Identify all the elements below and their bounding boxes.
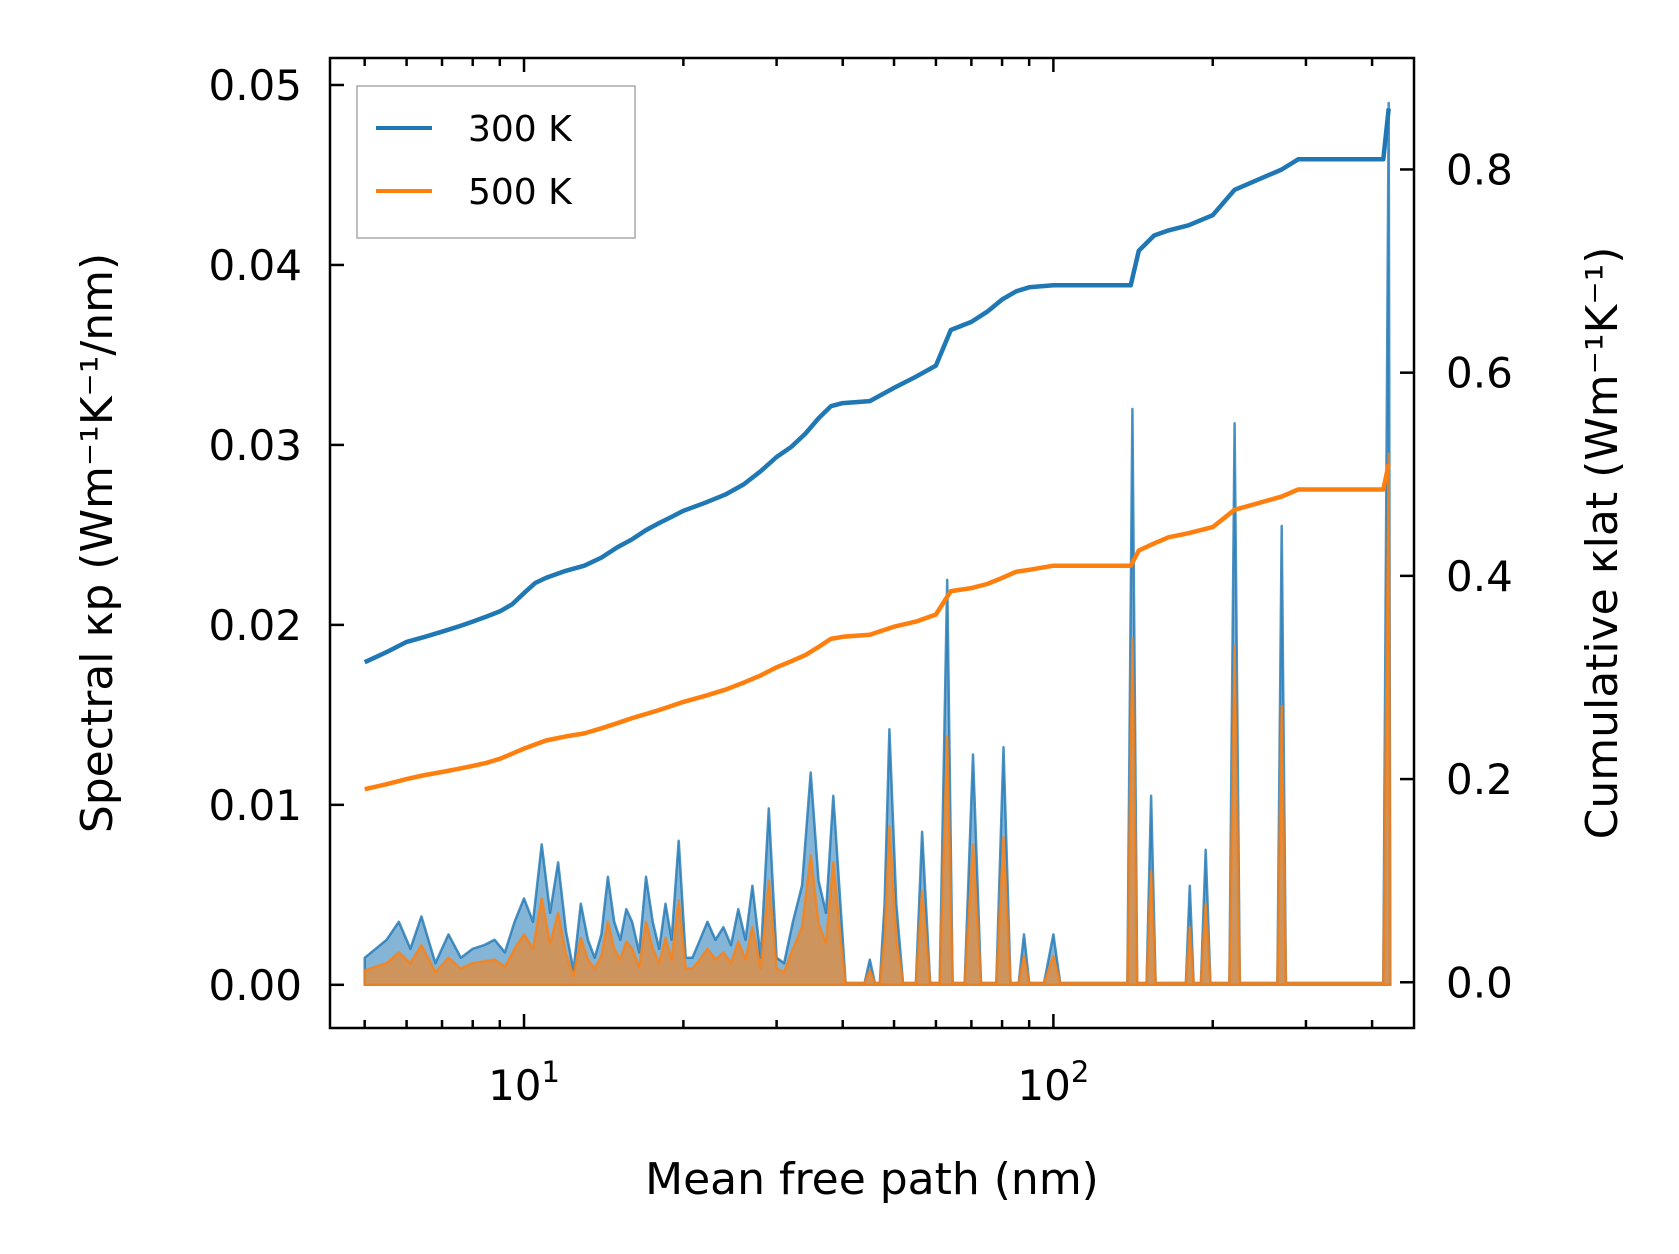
legend: 300 K 500 K <box>356 85 636 239</box>
y-left-tick-label: 0.01 <box>208 781 302 830</box>
y-right-tick-label: 0.8 <box>1446 145 1513 194</box>
x-ticks: 101 102 <box>363 58 1374 1110</box>
x-tick-label: 102 <box>1017 1055 1089 1110</box>
y-left-tick-label: 0.00 <box>208 961 302 1010</box>
y-left-ticks: 0.00 0.01 0.02 0.03 0.04 0.05 <box>208 61 344 1010</box>
x-axis-title: Mean free path (nm) <box>645 1154 1099 1205</box>
legend-label-500k: 500 K <box>468 172 573 213</box>
y-right-tick-label: 0.4 <box>1446 552 1513 601</box>
y-left-tick-label: 0.04 <box>208 241 302 290</box>
y-left-tick-label: 0.03 <box>208 421 302 470</box>
cumulative-layer <box>363 108 1391 792</box>
spectral-layer <box>363 101 1392 987</box>
y-left-tick-label: 0.05 <box>208 61 302 110</box>
legend-label-300k: 300 K <box>468 109 573 150</box>
legend-box <box>356 85 636 239</box>
y-left-tick-label: 0.02 <box>208 601 302 650</box>
plot-frame <box>328 56 1416 1030</box>
y-right-tick-label: 0.2 <box>1446 755 1513 804</box>
cumulative-line-300k <box>363 108 1391 665</box>
y-right-tick-label: 0.0 <box>1446 958 1513 1007</box>
y-right-axis-title: Cumulative κlat (Wm⁻¹K⁻¹) <box>1577 247 1628 840</box>
y-right-ticks: 0.0 0.2 0.4 0.6 0.8 <box>1400 145 1513 1007</box>
y-left-axis-title: Spectral κp (Wm⁻¹K⁻¹/nm) <box>72 253 123 833</box>
spectral-area-500k <box>363 452 1392 987</box>
x-tick-label: 101 <box>488 1055 560 1110</box>
plot-area: 101 102 0.000.010.020.030.040.05 0.00.20.… <box>208 56 1513 1110</box>
cumulative-line-500k <box>364 463 1391 792</box>
y-right-tick-label: 0.6 <box>1446 349 1513 398</box>
